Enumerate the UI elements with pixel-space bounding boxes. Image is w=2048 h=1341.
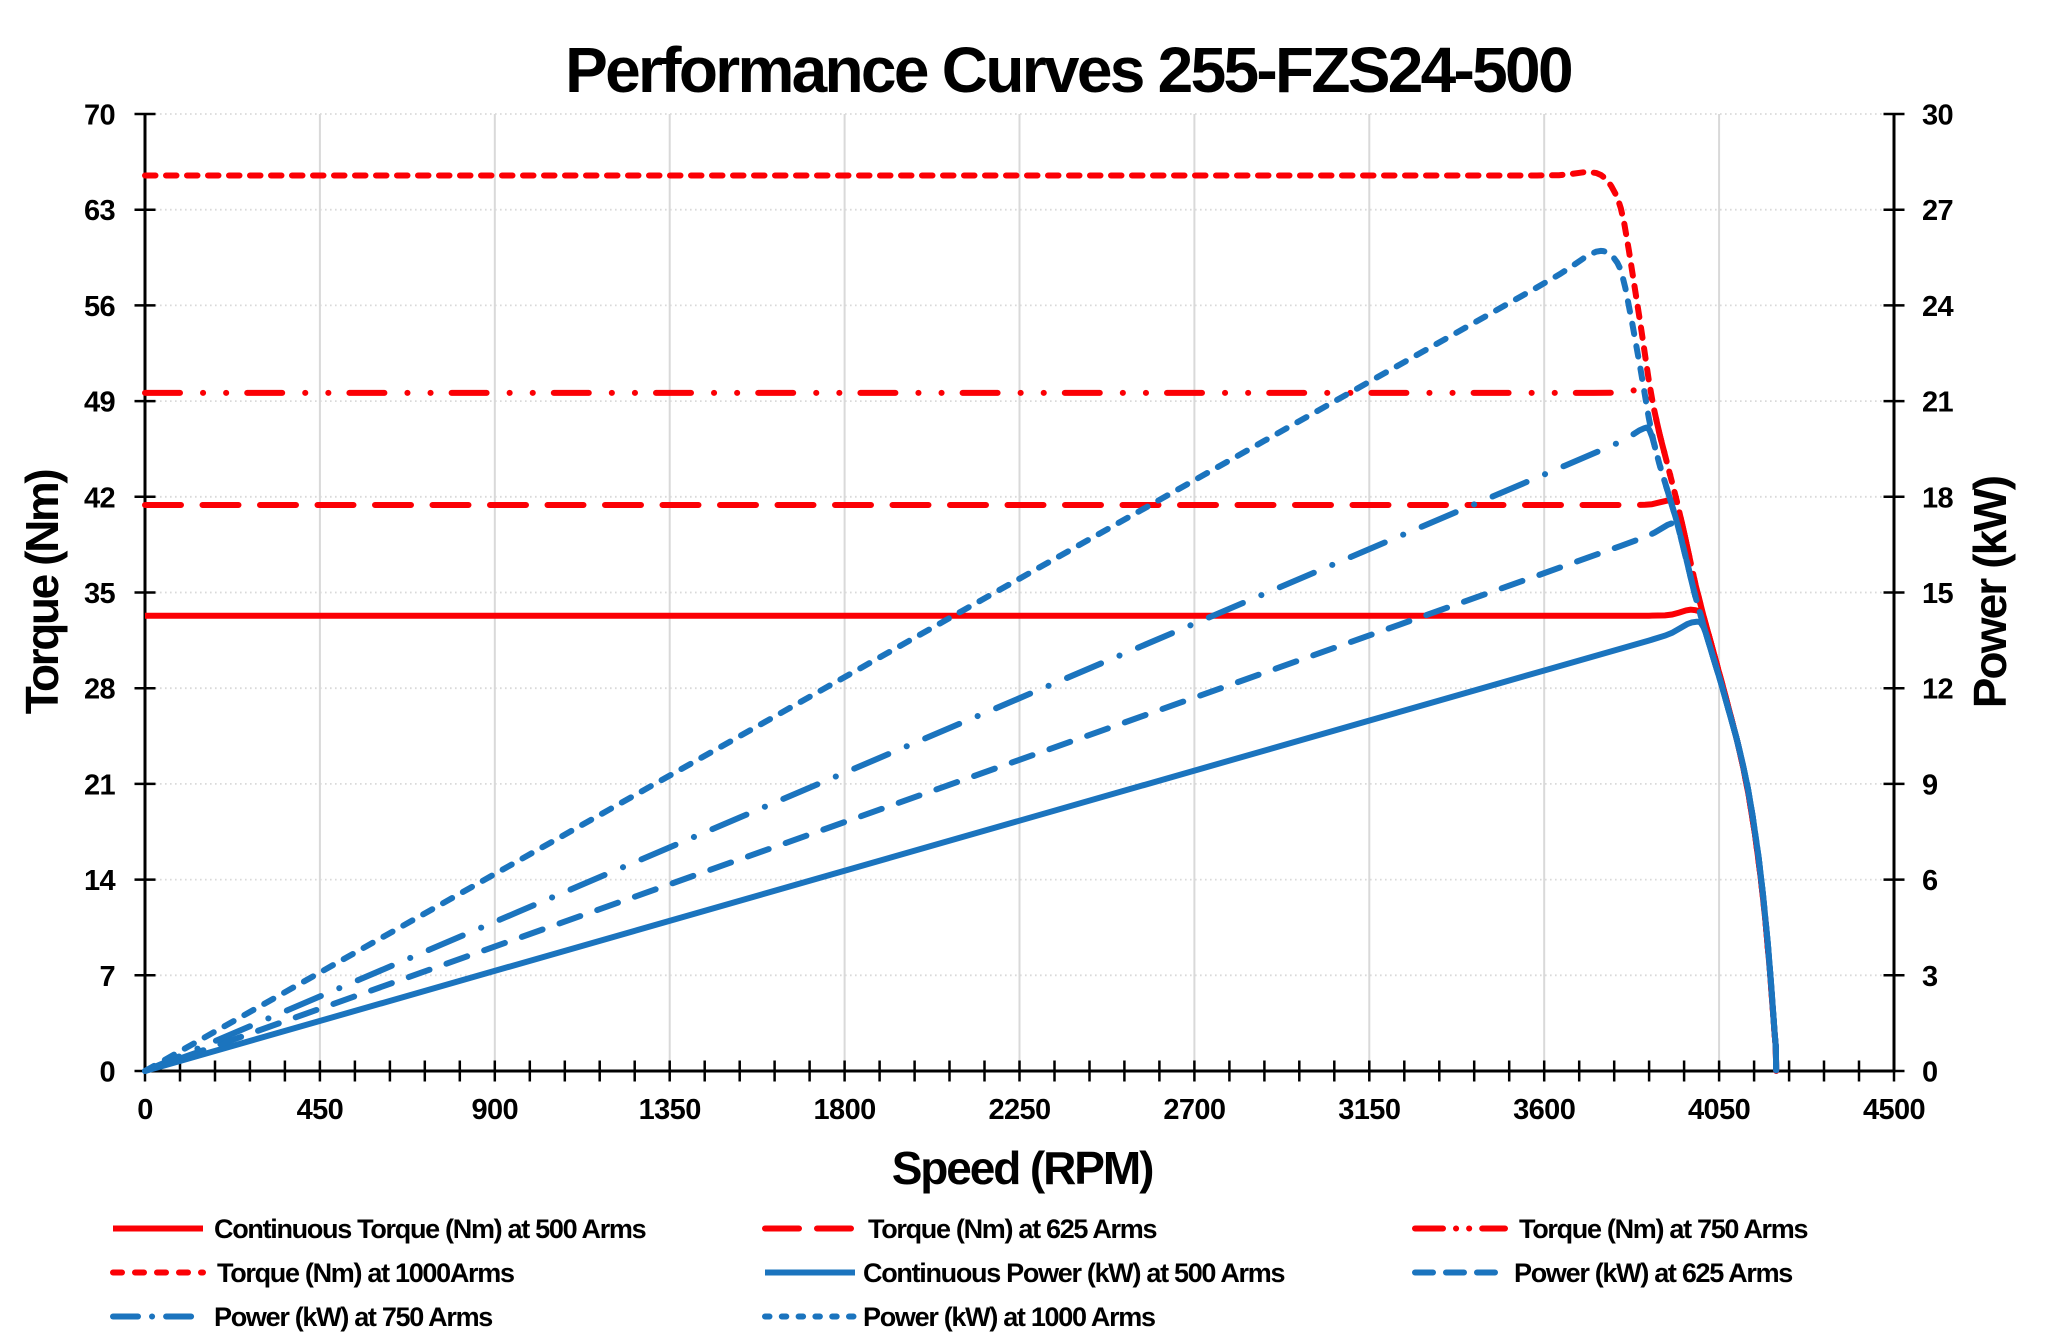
svg-text:70: 70 (84, 100, 115, 132)
svg-text:3: 3 (1922, 961, 1938, 993)
svg-text:18: 18 (1922, 482, 1954, 514)
svg-text:Torque (Nm) at 750 Arms: Torque (Nm) at 750 Arms (1519, 1214, 1807, 1244)
svg-text:7: 7 (99, 961, 115, 993)
svg-text:12: 12 (1922, 674, 1953, 706)
svg-text:Torque (Nm): Torque (Nm) (16, 470, 68, 715)
svg-text:4050: 4050 (1688, 1094, 1750, 1126)
svg-text:4500: 4500 (1863, 1094, 1925, 1126)
svg-text:Torque (Nm) at 625 Arms: Torque (Nm) at 625 Arms (868, 1214, 1156, 1244)
svg-text:0: 0 (99, 1057, 115, 1089)
svg-text:Power (kW) at 1000 Arms: Power (kW) at 1000 Arms (863, 1302, 1155, 1332)
svg-text:1350: 1350 (639, 1094, 701, 1126)
svg-text:2250: 2250 (988, 1094, 1050, 1126)
svg-text:Continuous Power (kW) at 500 A: Continuous Power (kW) at 500 Arms (863, 1258, 1284, 1288)
svg-text:0: 0 (137, 1094, 153, 1126)
svg-text:Power (kW) at 625 Arms: Power (kW) at 625 Arms (1514, 1258, 1792, 1288)
svg-text:Power (kW): Power (kW) (1964, 476, 2016, 708)
svg-text:Power (kW) at 750 Arms: Power (kW) at 750 Arms (214, 1302, 492, 1332)
svg-text:900: 900 (472, 1094, 519, 1126)
svg-text:0: 0 (1922, 1057, 1938, 1089)
svg-text:63: 63 (84, 195, 116, 227)
svg-text:30: 30 (1922, 100, 1953, 132)
svg-text:1800: 1800 (814, 1094, 876, 1126)
svg-text:28: 28 (84, 674, 116, 706)
svg-text:21: 21 (84, 769, 116, 801)
svg-text:49: 49 (84, 387, 116, 419)
svg-text:9: 9 (1922, 769, 1938, 801)
svg-text:6: 6 (1922, 865, 1938, 897)
svg-text:3600: 3600 (1513, 1094, 1575, 1126)
svg-text:42: 42 (84, 482, 115, 514)
svg-text:Speed (RPM): Speed (RPM) (892, 1142, 1153, 1194)
svg-text:56: 56 (84, 291, 116, 323)
svg-text:14: 14 (84, 865, 116, 897)
svg-text:21: 21 (1922, 387, 1954, 419)
svg-text:Continuous Torque (Nm) at 500: Continuous Torque (Nm) at 500 Arms (214, 1214, 646, 1244)
svg-text:Torque (Nm) at 1000Arms: Torque (Nm) at 1000Arms (217, 1258, 514, 1288)
svg-text:35: 35 (84, 578, 116, 610)
svg-text:2700: 2700 (1163, 1094, 1225, 1126)
svg-text:24: 24 (1922, 291, 1954, 323)
svg-text:Performance Curves 255-FZS24-5: Performance Curves 255-FZS24-500 (565, 34, 1571, 106)
svg-text:15: 15 (1922, 578, 1954, 610)
svg-text:27: 27 (1922, 195, 1953, 227)
svg-text:450: 450 (297, 1094, 344, 1126)
svg-text:3150: 3150 (1338, 1094, 1400, 1126)
